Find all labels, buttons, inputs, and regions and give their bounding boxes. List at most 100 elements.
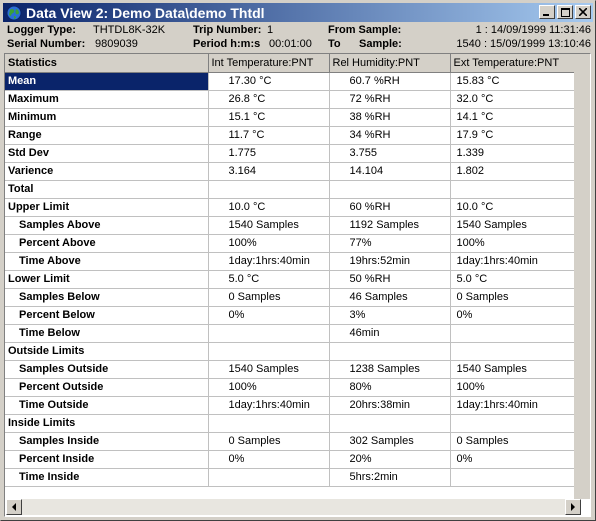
row-label[interactable]: Inside Limits	[5, 414, 209, 433]
table-cell[interactable]: 0%	[450, 450, 575, 469]
table-cell[interactable]: 1.775	[208, 144, 330, 163]
table-row[interactable]: Samples Outside 1540 Samples 1238 Samples 1…	[5, 360, 575, 379]
row-label[interactable]: Outside Limits	[5, 342, 209, 361]
table-row[interactable]: Range 11.7 °C 34 %RH 17.9 °C	[5, 126, 575, 145]
table-cell[interactable]: 1.339	[450, 144, 575, 163]
table-cell[interactable]	[450, 324, 575, 343]
table-cell[interactable]: 10.0 °C	[450, 198, 575, 217]
table-cell[interactable]: 0%	[208, 306, 330, 325]
table-cell[interactable]: 1day:1hrs:40min	[450, 396, 575, 415]
table-cell[interactable]: 46 Samples	[329, 288, 451, 307]
row-label[interactable]: Percent Outside	[5, 378, 209, 397]
table-row[interactable]: Time Above 1day:1hrs:40min 19hrs:52min 1day…	[5, 252, 575, 271]
table-cell[interactable]: 38 %RH	[329, 108, 451, 127]
table-cell[interactable]: 1238 Samples	[329, 360, 451, 379]
maximize-button[interactable]	[557, 5, 573, 19]
table-row[interactable]: Total	[5, 180, 575, 199]
row-label[interactable]: Upper Limit	[5, 198, 209, 217]
row-label[interactable]: Range	[5, 126, 209, 145]
title-bar[interactable]: Data View 2: Demo Data\demo Thtdl	[3, 3, 593, 22]
table-row[interactable]: Percent Inside 0% 20% 0%	[5, 450, 575, 469]
row-label[interactable]: Std Dev	[5, 144, 209, 163]
minimize-button[interactable]	[539, 5, 555, 19]
table-row[interactable]: Percent Above 100% 77% 100%	[5, 234, 575, 253]
table-cell[interactable]	[329, 414, 451, 433]
table-cell[interactable]: 1540 Samples	[450, 360, 575, 379]
table-row[interactable]: Time Below 46min	[5, 324, 575, 343]
row-label[interactable]: Percent Above	[5, 234, 209, 253]
table-cell[interactable]: 3%	[329, 306, 451, 325]
column-header-statistics[interactable]: Statistics	[5, 54, 209, 73]
row-label[interactable]: Minimum	[5, 108, 209, 127]
table-cell[interactable]: 3.755	[329, 144, 451, 163]
table-cell[interactable]: 5.0 °C	[450, 270, 575, 289]
table-cell[interactable]: 10.0 °C	[208, 198, 330, 217]
row-label[interactable]: Time Inside	[5, 468, 209, 487]
table-row[interactable]: Std Dev 1.775 3.755 1.339	[5, 144, 575, 163]
horizontal-scrollbar[interactable]	[6, 499, 581, 515]
table-row[interactable]: Time Outside 1day:1hrs:40min 20hrs:38min 1d…	[5, 396, 575, 415]
table-cell[interactable]	[208, 468, 330, 487]
statistics-grid[interactable]: Statistics Int Temperature:PNT Rel Humidit…	[4, 53, 591, 517]
column-header[interactable]: Ext Temperature:PNT	[450, 54, 575, 73]
table-cell[interactable]: 32.0 °C	[450, 90, 575, 109]
table-cell[interactable]: 0 Samples	[450, 288, 575, 307]
table-cell[interactable]: 34 %RH	[329, 126, 451, 145]
table-cell[interactable]	[450, 180, 575, 199]
table-cell[interactable]: 0 Samples	[208, 288, 330, 307]
table-row[interactable]: Samples Below 0 Samples 46 Samples 0 Sample…	[5, 288, 575, 307]
table-row[interactable]: Lower Limit 5.0 °C 50 %RH 5.0 °C	[5, 270, 575, 289]
table-cell[interactable]: 72 %RH	[329, 90, 451, 109]
table-cell[interactable]: 100%	[450, 378, 575, 397]
table-row[interactable]: Inside Limits	[5, 414, 575, 433]
table-cell[interactable]: 50 %RH	[329, 270, 451, 289]
table-cell[interactable]	[329, 342, 451, 361]
table-cell[interactable]: 0%	[450, 306, 575, 325]
table-cell[interactable]: 3.164	[208, 162, 330, 181]
table-cell[interactable]: 1day:1hrs:40min	[208, 252, 330, 271]
table-cell[interactable]: 1540 Samples	[208, 360, 330, 379]
row-label[interactable]: Percent Inside	[5, 450, 209, 469]
table-cell[interactable]	[208, 342, 330, 361]
table-row[interactable]: Percent Below 0% 3% 0%	[5, 306, 575, 325]
table-cell[interactable]: 1540 Samples	[208, 216, 330, 235]
table-cell[interactable]	[329, 180, 451, 199]
row-label[interactable]: Total	[5, 180, 209, 199]
close-button[interactable]	[575, 5, 591, 19]
table-cell[interactable]	[450, 414, 575, 433]
table-cell[interactable]: 100%	[208, 378, 330, 397]
table-cell[interactable]: 80%	[329, 378, 451, 397]
table-row[interactable]: Minimum 15.1 °C 38 %RH 14.1 °C	[5, 108, 575, 127]
table-cell[interactable]: 1192 Samples	[329, 216, 451, 235]
row-label[interactable]: Percent Below	[5, 306, 209, 325]
table-cell[interactable]: 5hrs:2min	[329, 468, 451, 487]
table-cell[interactable]: 60 %RH	[329, 198, 451, 217]
table-row[interactable]: Maximum 26.8 °C 72 %RH 32.0 °C	[5, 90, 575, 109]
row-label[interactable]: Samples Above	[5, 216, 209, 235]
table-cell[interactable]: 0%	[208, 450, 330, 469]
table-cell[interactable]: 11.7 °C	[208, 126, 330, 145]
table-row[interactable]: Outside Limits	[5, 342, 575, 361]
table-cell[interactable]: 26.8 °C	[208, 90, 330, 109]
table-cell[interactable]	[208, 414, 330, 433]
table-cell[interactable]	[208, 180, 330, 199]
table-cell[interactable]: 19hrs:52min	[329, 252, 451, 271]
row-label[interactable]: Time Above	[5, 252, 209, 271]
table-cell[interactable]: 20%	[329, 450, 451, 469]
row-label[interactable]: Time Outside	[5, 396, 209, 415]
table-row[interactable]: Percent Outside 100% 80% 100%	[5, 378, 575, 397]
table-cell[interactable]: 46min	[329, 324, 451, 343]
table-cell[interactable]	[208, 324, 330, 343]
scroll-left-button[interactable]	[6, 499, 22, 515]
table-cell[interactable]: 302 Samples	[329, 432, 451, 451]
table-cell[interactable]: 14.1 °C	[450, 108, 575, 127]
table-cell[interactable]: 1day:1hrs:40min	[450, 252, 575, 271]
table-cell[interactable]: 15.1 °C	[208, 108, 330, 127]
table-cell[interactable]: 1.802	[450, 162, 575, 181]
row-label[interactable]: Maximum	[5, 90, 209, 109]
table-row[interactable]: Samples Inside 0 Samples 302 Samples 0 Samp…	[5, 432, 575, 451]
table-cell[interactable]: 60.7 %RH	[329, 72, 451, 91]
table-row[interactable]: Mean 17.30 °C 60.7 %RH 15.83 °C	[5, 72, 575, 91]
table-row[interactable]: Samples Above 1540 Samples 1192 Samples 154…	[5, 216, 575, 235]
table-cell[interactable]: 0 Samples	[208, 432, 330, 451]
